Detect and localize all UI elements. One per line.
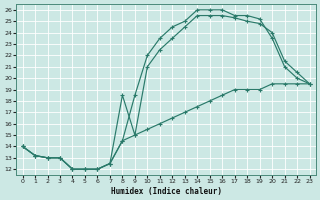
X-axis label: Humidex (Indice chaleur): Humidex (Indice chaleur) <box>111 187 221 196</box>
